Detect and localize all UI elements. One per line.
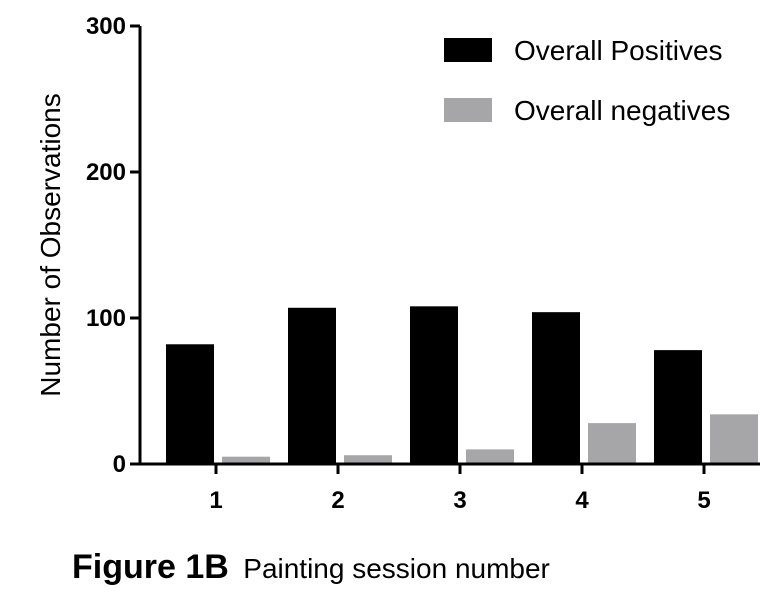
- bar-series-1-cat-4: [532, 312, 580, 463]
- x-tick-label: 5: [697, 487, 710, 514]
- bar-series-1-cat-3: [410, 306, 458, 463]
- y-tick-label: 200: [86, 159, 126, 186]
- bar-series-2-cat-3: [466, 449, 514, 463]
- bar-series-2-cat-1: [222, 456, 270, 463]
- x-axis-title: Painting session number: [243, 553, 550, 584]
- bar-series-1-cat-1: [166, 344, 214, 463]
- x-tick-label: 1: [209, 487, 222, 514]
- figure-label: Figure 1B: [72, 548, 229, 586]
- y-tick-label: 300: [86, 13, 126, 40]
- x-tick-label: 3: [453, 487, 466, 514]
- x-tick-label: 2: [331, 487, 344, 514]
- y-axis-title: Number of Observations: [35, 93, 66, 396]
- legend: Overall Positives Overall negatives: [444, 35, 730, 126]
- legend-swatch: [444, 38, 492, 62]
- bar-series-1-cat-5: [654, 350, 702, 463]
- bar-series-2-cat-4: [588, 423, 636, 463]
- x-tick-label: 4: [575, 487, 589, 514]
- bar-series-1-cat-2: [288, 307, 336, 463]
- y-axis: 0 100 200 300: [86, 13, 142, 478]
- bars: [166, 306, 758, 463]
- figure-caption: Figure 1B Painting session number: [72, 548, 550, 587]
- bar-series-2-cat-5: [710, 414, 758, 463]
- legend-swatch: [444, 98, 492, 122]
- legend-label: Overall negatives: [514, 95, 730, 126]
- y-tick-label: 100: [86, 305, 126, 332]
- legend-label: Overall Positives: [514, 35, 723, 66]
- y-tick-label: 0: [113, 451, 126, 478]
- x-axis: 1 2 3 4 5: [139, 462, 760, 514]
- bar-series-2-cat-2: [344, 455, 392, 463]
